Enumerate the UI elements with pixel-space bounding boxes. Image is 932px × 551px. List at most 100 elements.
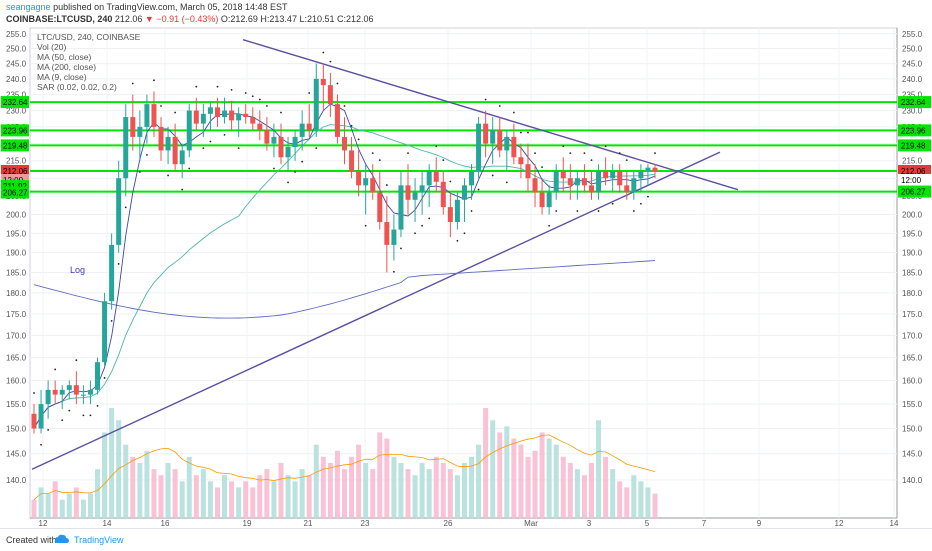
volume-bar (207, 481, 213, 518)
sar-dot (597, 210, 600, 212)
candle-body (193, 110, 199, 124)
volume-bar (52, 481, 58, 518)
volume-bar (45, 493, 51, 518)
volume-bar (172, 469, 178, 518)
sar-dot (174, 111, 177, 114)
volume-bar (299, 469, 305, 518)
volume-bar (214, 487, 220, 518)
sar-dot (258, 98, 261, 101)
volume-bar (229, 481, 235, 518)
y-tick-label-right: 215.0 (902, 157, 923, 166)
candle-body (151, 104, 157, 127)
sar-dot (237, 147, 240, 150)
x-tick-label: Mar (524, 519, 538, 528)
candle-body (172, 136, 178, 165)
candle-body (497, 130, 503, 151)
volume-bar (405, 469, 411, 518)
y-tick-label-left: 215.0 (6, 157, 27, 166)
ma9-line (33, 103, 656, 429)
candle-body (349, 150, 355, 172)
price-chart[interactable]: 140.0 140.0 145.0 145.0 150.0 150.0 155.0 155.0… (0, 0, 932, 528)
sar-dot (576, 210, 579, 212)
y-tick-label-left: 235.0 (6, 91, 27, 100)
sar-dot (294, 171, 297, 173)
volume-bar (504, 426, 510, 518)
candle-body (518, 157, 524, 165)
candle-body (539, 192, 545, 208)
sar-dot (590, 159, 593, 162)
volume-bar (243, 481, 249, 518)
candle-body (52, 389, 58, 395)
sar-dot (329, 60, 332, 63)
sar-dot (287, 181, 289, 184)
volume-bar (179, 481, 185, 518)
y-tick-label-left: 145.0 (6, 450, 27, 459)
level-tag-bg (898, 96, 931, 109)
volume-bar (109, 408, 115, 518)
candle-body (236, 113, 242, 121)
candle-body (603, 171, 609, 179)
volume-bar (363, 463, 369, 518)
y-tick-label-right: 160.0 (902, 377, 923, 386)
y-tick-label-right: 140.0 (902, 476, 923, 485)
x-tick-label: 14 (103, 519, 112, 528)
symbol-label: COINBASE:LTCUSD, 240 (6, 14, 113, 24)
legend-item-ma200: MA (200, close) (37, 62, 97, 72)
candle-body (158, 126, 164, 151)
volume-bar (95, 469, 101, 518)
volume-bar (624, 487, 630, 518)
candle-body (412, 192, 418, 200)
volume-bar (553, 444, 559, 518)
candle-body (440, 181, 446, 208)
candle-body (370, 178, 376, 193)
left-level-tag-bg (1, 124, 29, 137)
volume-bar (652, 493, 658, 518)
author-link[interactable]: seangagne (6, 2, 51, 12)
last-price: 212.06 (114, 14, 143, 24)
level-tag: 219.48 (901, 141, 926, 150)
candle-body (476, 123, 482, 172)
volume-bar (130, 456, 136, 518)
y-tick-label-left: 155.0 (6, 400, 27, 409)
sar-dot (541, 166, 543, 169)
sar-dot (230, 88, 233, 91)
level-tag: 232.64 (901, 98, 926, 107)
sar-dot (244, 92, 247, 94)
candle-body (454, 199, 460, 223)
x-tick-label: 12 (39, 519, 48, 528)
y-tick-label-right: 200.0 (902, 211, 923, 220)
sar-dot (435, 145, 438, 148)
candle-body (257, 123, 263, 131)
y-tick-label-left: 255.0 (6, 30, 27, 39)
candle-body (285, 147, 291, 158)
y-tick-label-right: 165.0 (902, 354, 923, 363)
candle-body (631, 178, 637, 193)
tradingview-brand[interactable]: TradingView (74, 535, 124, 545)
publish-info: published on TradingView.com, March 05, … (53, 2, 288, 12)
candle-body (419, 185, 425, 193)
volume-bar (193, 475, 199, 518)
volume-bar (257, 475, 263, 518)
candle-body (426, 171, 432, 186)
left-level-tag: 232.64 (3, 98, 28, 107)
legend-item-ma50: MA (50, close) (37, 52, 92, 62)
sar-dot (632, 210, 635, 212)
volume-bar (567, 463, 573, 518)
volume-bar (158, 475, 164, 518)
x-tick-label: 7 (702, 519, 707, 528)
sar-dot (520, 131, 522, 134)
sar-dot (160, 105, 162, 107)
sar-dot (654, 152, 656, 155)
candle-body (469, 171, 475, 186)
tradingview-cloud-icon (54, 533, 70, 547)
sar-dot (273, 167, 275, 170)
left-level-tag: 206.27 (3, 189, 28, 198)
sar-dot (216, 85, 219, 88)
sar-dot (54, 368, 57, 371)
sar-dot (484, 98, 487, 101)
volume-bar (200, 469, 206, 518)
candle-body (320, 78, 326, 86)
candle-body (31, 413, 37, 429)
candle-body (200, 113, 206, 124)
volume-bar (483, 408, 489, 518)
